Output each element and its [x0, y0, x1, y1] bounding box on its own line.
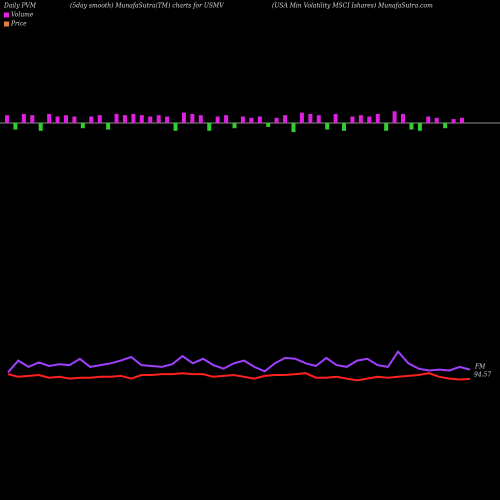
line-series — [7, 349, 471, 373]
chart-title: (5day smooth) MunafaSutra(TM) charts for… — [70, 3, 224, 10]
volume-bar — [409, 123, 414, 130]
volume-bar — [367, 116, 372, 123]
volume-bar — [240, 116, 245, 123]
line-series — [7, 372, 471, 382]
volume-bar — [198, 115, 203, 123]
volume-bar — [114, 113, 119, 123]
legend-label: Price — [10, 21, 27, 28]
volume-bar — [122, 115, 127, 123]
volume-bar — [283, 115, 288, 123]
volume-bar — [375, 113, 380, 123]
volume-bar — [38, 123, 43, 131]
volume-bar — [460, 117, 464, 123]
volume-bar — [106, 123, 111, 130]
chart-title-left: Daily PVM — [3, 3, 37, 10]
volume-bar — [148, 116, 153, 123]
volume-bar — [13, 123, 18, 130]
volume-bar — [308, 113, 313, 123]
volume-bar — [131, 113, 136, 123]
volume-bar — [358, 115, 363, 123]
legend-label: Volume — [11, 12, 34, 19]
volume-bar — [434, 117, 439, 123]
volume-bar — [392, 111, 397, 123]
volume-bar — [97, 115, 102, 123]
end-label: FM — [474, 364, 486, 371]
volume-bar — [274, 117, 279, 123]
volume-bar — [299, 112, 304, 123]
volume-bar — [215, 116, 220, 123]
chart-title-right: (USA Min Volatility MSCI Ishares) Munafa… — [272, 3, 433, 10]
volume-bar — [451, 119, 456, 123]
volume-bar — [89, 116, 94, 123]
volume-bar — [181, 112, 186, 123]
volume-bar — [21, 113, 26, 123]
volume-bar — [443, 123, 448, 129]
volume-bar — [139, 115, 144, 123]
volume-bar — [165, 116, 170, 123]
volume-bar — [55, 116, 60, 123]
volume-bar — [156, 115, 161, 123]
volume-bar — [249, 117, 254, 123]
volume-bar — [173, 123, 178, 131]
volume-bar — [232, 123, 237, 129]
volume-bar — [401, 113, 406, 123]
volume-bar — [257, 116, 262, 123]
volume-bar — [384, 123, 389, 131]
volume-bar — [291, 123, 296, 133]
volume-bar — [207, 123, 212, 131]
volume-bar — [266, 123, 271, 127]
volume-bar — [72, 116, 77, 123]
last-price: 94.57 — [474, 372, 491, 379]
volume-bar — [342, 123, 347, 131]
legend-swatch — [4, 21, 9, 27]
volume-bar — [63, 115, 68, 123]
volume-bar — [30, 115, 35, 123]
volume-bar — [325, 123, 330, 130]
volume-bar — [5, 115, 9, 123]
volume-bar — [224, 115, 229, 123]
volume-bar — [426, 116, 431, 123]
volume-bar — [417, 123, 422, 131]
volume-bar — [80, 123, 85, 129]
volume-bar — [47, 113, 52, 123]
volume-bar — [316, 115, 321, 123]
legend-swatch — [4, 12, 9, 18]
volume-bar — [333, 113, 338, 123]
volume-bar — [190, 113, 195, 123]
volume-bar — [350, 116, 355, 123]
